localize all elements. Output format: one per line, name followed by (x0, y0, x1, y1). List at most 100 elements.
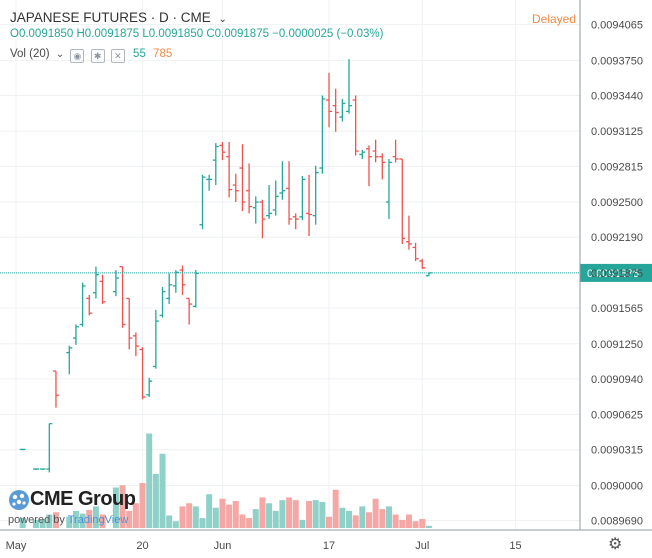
volume-bar (312, 500, 319, 528)
volume-bar (159, 453, 166, 528)
ohlc-bar (199, 174, 206, 230)
ohlc-bar (365, 145, 372, 187)
price-bars (19, 59, 432, 473)
volume-bar (339, 507, 346, 528)
y-tick-label: 0.0090625 (591, 410, 643, 422)
volume-bar (99, 514, 106, 528)
ohlc-bar (352, 95, 359, 156)
ohlc-bar (379, 153, 386, 180)
volume-bar (246, 518, 253, 528)
ohlc-bar (166, 273, 173, 305)
ohlc-bar (279, 161, 286, 200)
volume-bar (66, 516, 73, 528)
volume-bar (239, 514, 246, 528)
volume-bar (179, 506, 186, 528)
volume-bar (286, 497, 293, 528)
symbol-title-text: JAPANESE FUTURES · D · CME (10, 10, 211, 25)
volume-bar (359, 506, 366, 528)
ohlc-bar (419, 258, 426, 269)
ohlc-bar (72, 324, 79, 345)
volume-bar (319, 501, 326, 528)
eye-icon[interactable]: ◉ (70, 49, 85, 63)
volume-bar (92, 506, 99, 528)
volume-bar (259, 497, 266, 528)
volume-bar (379, 509, 386, 528)
ohlc-bar (179, 265, 186, 296)
volume-bar (326, 516, 333, 528)
volume-bar (412, 521, 419, 528)
x-tick-label: 20 (136, 540, 148, 552)
ohlc-bar (399, 158, 406, 244)
volume-bar (299, 519, 306, 528)
volume-bar (166, 515, 173, 528)
ohlc-bar (286, 161, 293, 225)
volume-bar (306, 501, 313, 528)
ohlc-bar (332, 88, 339, 132)
chevron-down-icon[interactable]: ⌄ (218, 14, 227, 25)
ohlc-bar (359, 149, 366, 159)
ohlc-bar (52, 370, 59, 408)
delayed-badge: Delayed (532, 12, 577, 26)
ohlc-bar (159, 287, 166, 318)
ohlc-bar (206, 174, 213, 191)
ohlc-bar (79, 282, 86, 327)
remove-icon[interactable]: ✕ (110, 49, 125, 63)
ohlc-bar (306, 174, 313, 237)
volume-bar (399, 519, 406, 528)
y-tick-label: 0.0090000 (591, 480, 643, 492)
x-tick-label: 15 (509, 540, 521, 552)
ohlc-bar (39, 468, 46, 471)
y-tick-label: 0.0092190 (591, 232, 643, 244)
chevron-down-icon[interactable]: ⌄ (55, 49, 65, 60)
volume-bar (365, 512, 372, 528)
y-tick-label: 0.0092815 (591, 161, 643, 173)
volume-bar (79, 513, 86, 528)
x-tick-label: 17 (323, 540, 335, 552)
ohlc-bar (46, 423, 53, 473)
volume-bar (252, 509, 259, 528)
ohlc-bar (112, 270, 119, 297)
cme-globe-icon (9, 490, 29, 510)
volume-bar (392, 514, 399, 528)
tradingview-link[interactable]: TradingView (67, 514, 129, 526)
volume-bars (19, 433, 432, 528)
ohlc-bar (326, 72, 333, 128)
volume-bar (206, 494, 213, 528)
ohlc-bar (146, 377, 153, 398)
ohlc-bar (346, 59, 352, 114)
y-tick-label: 0.0094065 (591, 20, 643, 32)
volume-bar (52, 512, 59, 528)
chart-grid (0, 0, 580, 530)
ohlc-bar (339, 98, 346, 122)
volume-bar (146, 433, 153, 528)
ohlc-bar (385, 158, 392, 220)
volume-bar (279, 500, 286, 528)
volume-bar (352, 515, 359, 528)
volume-bar (405, 514, 412, 528)
ohlc-bar (172, 270, 179, 293)
ohlc-bar (226, 141, 233, 198)
volume-bar (132, 503, 139, 528)
volume-bar (172, 521, 179, 528)
volume-legend[interactable]: Vol (20) ⌄ ◉ ✱ ✕ 55 785 (10, 48, 172, 63)
gear-icon[interactable]: ⚙ (608, 536, 623, 553)
ohlc-values: O0.0091850 H0.0091875 L0.0091850 C0.0091… (10, 28, 384, 40)
volume-bar (419, 519, 426, 528)
ohlc-bar (405, 215, 412, 250)
ohlc-bar (239, 144, 246, 212)
ohlc-bar (119, 266, 126, 328)
volume-bar (385, 506, 392, 528)
settings-small-icon[interactable]: ✱ (90, 49, 105, 63)
powered-by[interactable]: powered by TradingView (8, 514, 128, 526)
symbol-title[interactable]: JAPANESE FUTURES · D · CME ⌄ (10, 10, 227, 25)
ohlc-bar (32, 468, 39, 471)
ohlc-bar (86, 295, 93, 316)
volume-bar (86, 510, 93, 528)
volume-bar (126, 510, 133, 528)
ohlc-bar (272, 180, 279, 216)
x-tick-label: Jun (214, 540, 232, 552)
volume-value-down: 785 (153, 48, 173, 60)
